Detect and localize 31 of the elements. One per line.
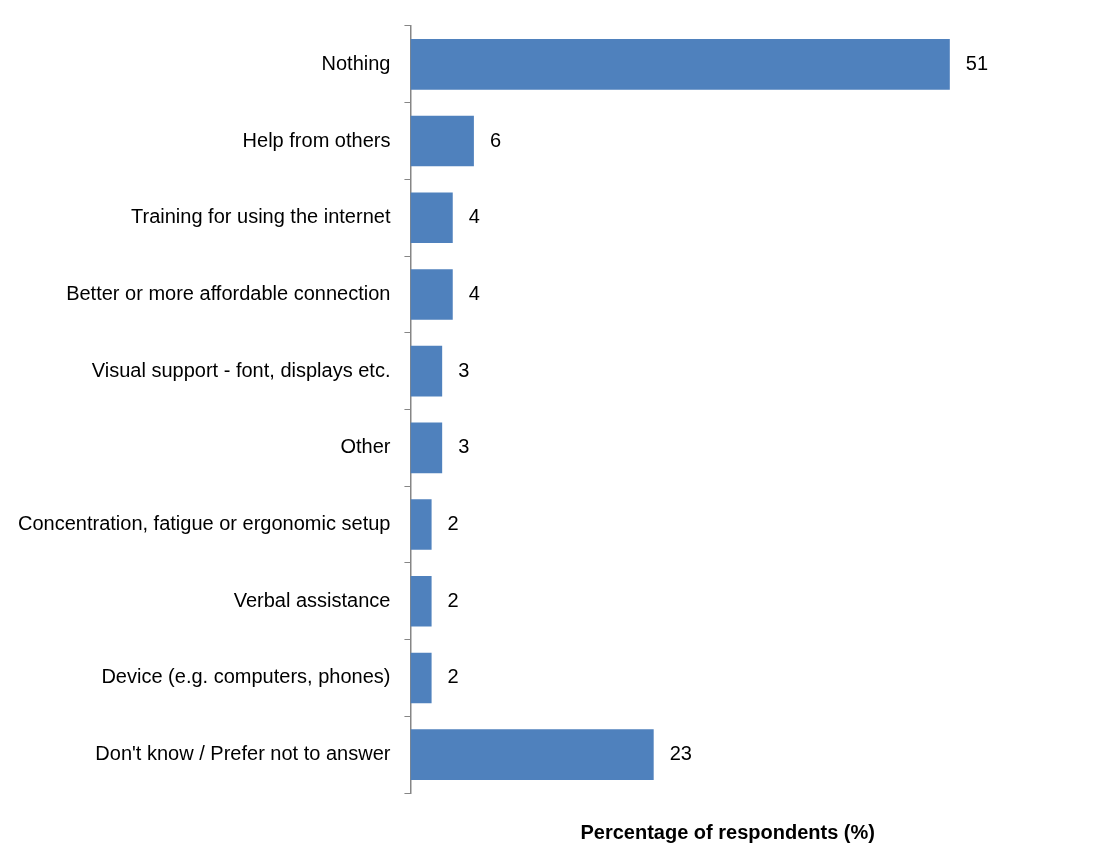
data-label: 2 — [447, 665, 459, 688]
data-label: 6 — [489, 128, 502, 151]
bar — [410, 115, 474, 167]
y-tick-label: Device (e.g. computers, phones) — [101, 665, 391, 688]
data-label: 2 — [447, 588, 459, 611]
data-label: 4 — [468, 281, 480, 304]
bar — [410, 192, 453, 244]
y-tick-label: Nothing — [321, 51, 391, 74]
y-tick-label: Better or more affordable connection — [66, 281, 391, 304]
bar — [410, 39, 950, 90]
bar — [410, 652, 432, 704]
data-label: 23 — [669, 742, 692, 765]
y-tick-label: Don't know / Prefer not to answer — [95, 742, 391, 765]
y-tick-label: Visual support - font, displays etc. — [91, 358, 391, 381]
x-axis-title: Percentage of respondents (%) — [580, 820, 875, 843]
y-tick-label: Concentration, fatigue or ergonomic setup — [17, 512, 391, 535]
data-label: 3 — [458, 358, 470, 381]
y-tick-label: Other — [340, 435, 391, 458]
bar — [410, 575, 432, 627]
data-label: 51 — [965, 51, 989, 74]
y-tick-label: Training for using the internet — [131, 205, 391, 228]
y-tick-label: Help from others — [242, 128, 391, 151]
bar — [410, 345, 443, 397]
y-tick-label: Verbal assistance — [233, 588, 391, 611]
bar — [410, 269, 453, 320]
data-label: 3 — [458, 435, 470, 458]
bar — [410, 499, 432, 550]
data-label: 4 — [468, 205, 480, 228]
bar — [410, 422, 443, 474]
data-label: 2 — [447, 512, 459, 535]
bar — [410, 729, 654, 780]
